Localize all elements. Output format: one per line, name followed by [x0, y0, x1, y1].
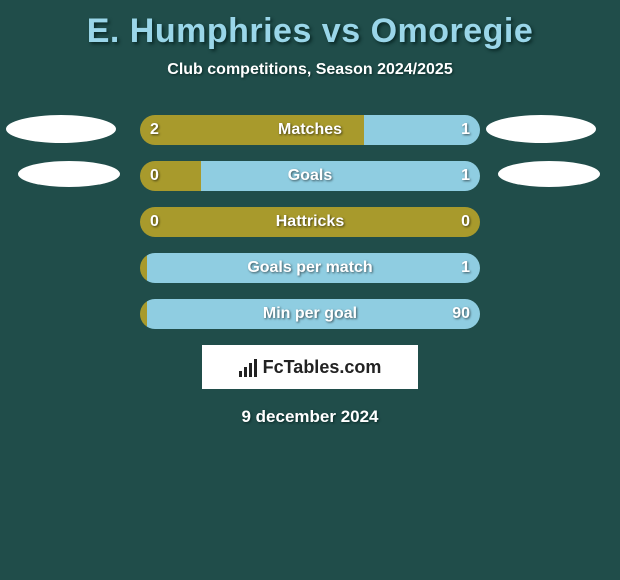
stat-row: 0 Hattricks 0 — [0, 207, 620, 237]
bar-track — [140, 253, 480, 283]
comparison-subtitle: Club competitions, Season 2024/2025 — [0, 61, 620, 79]
bar-left — [140, 299, 147, 329]
comparison-title: E. Humphries vs Omoregie — [0, 0, 620, 51]
comparison-chart: 2 Matches 1 0 Goals 1 0 Hattricks 0 Goal… — [0, 115, 620, 329]
logo-text: FcTables.com — [263, 357, 382, 378]
bar-right — [364, 115, 480, 145]
bar-left — [140, 253, 147, 283]
bar-right — [147, 253, 480, 283]
bar-track — [140, 299, 480, 329]
bar-track — [140, 115, 480, 145]
bar-track — [140, 207, 480, 237]
bar-left — [140, 161, 201, 191]
bar-right — [147, 299, 480, 329]
stat-row: Min per goal 90 — [0, 299, 620, 329]
stat-row: 2 Matches 1 — [0, 115, 620, 145]
stat-row: Goals per match 1 — [0, 253, 620, 283]
fctables-logo: FcTables.com — [202, 345, 418, 389]
bar-track — [140, 161, 480, 191]
stat-row: 0 Goals 1 — [0, 161, 620, 191]
bar-chart-icon — [239, 357, 257, 377]
bar-left — [140, 115, 364, 145]
date-label: 9 december 2024 — [0, 407, 620, 427]
bar-left — [140, 207, 480, 237]
bar-right — [201, 161, 480, 191]
